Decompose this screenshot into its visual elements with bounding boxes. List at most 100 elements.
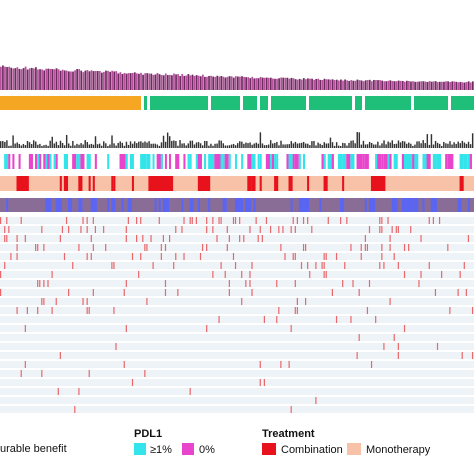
tmb-bar (325, 79, 328, 90)
mutation-mark (228, 280, 230, 287)
tmb-bar (47, 68, 50, 90)
pdl1-cell (183, 154, 186, 169)
tmb-bar (241, 76, 243, 90)
pdl1-cell (393, 154, 398, 169)
mutation-mark (418, 280, 420, 287)
pdl1-cell (208, 154, 213, 169)
count-bar (37, 144, 39, 148)
tmb-bar (453, 81, 456, 90)
tmb-bar (220, 76, 223, 90)
tmb-bar (362, 81, 365, 90)
count-bar (243, 143, 245, 148)
legend-swatch-pdl1-negative (182, 443, 194, 455)
benefit-gap (352, 95, 355, 111)
pdl1-cell (403, 154, 406, 169)
count-bar (391, 140, 394, 148)
mutation-mark (39, 280, 41, 287)
count-bar (32, 140, 35, 148)
count-bar (88, 144, 91, 148)
treatment-cell (247, 176, 252, 191)
count-bar (317, 142, 319, 148)
pdl1-cell (94, 154, 97, 169)
mutation-mark (37, 280, 39, 287)
treatment-cell (111, 176, 114, 191)
count-bar (84, 140, 86, 148)
count-bar (311, 141, 313, 148)
count-bar (410, 143, 412, 148)
benefit-gap (257, 95, 260, 111)
mutation-mark (4, 235, 6, 242)
mutation-mark (389, 235, 391, 242)
mutation-mark (125, 325, 127, 332)
tmb-bar (107, 70, 109, 90)
pdl1-cell (340, 154, 343, 169)
count-bar (453, 142, 455, 148)
tmb-bar (111, 70, 114, 90)
tmb-bar (350, 80, 353, 90)
tmb-bar (377, 80, 379, 90)
pdl1-cell (274, 154, 277, 169)
subtype-cell (305, 198, 310, 212)
count-bar (239, 141, 241, 148)
tmb-bar (49, 68, 52, 90)
mutation-mark (20, 370, 22, 377)
count-bar (51, 136, 53, 148)
pdl1-cell (210, 154, 215, 169)
mutation-mark (449, 307, 451, 314)
pdl1-cell (269, 154, 273, 169)
tmb-bar (76, 69, 78, 90)
mutation-mark (278, 226, 280, 233)
tmb-bar (142, 74, 144, 90)
subtype-cell (457, 198, 462, 212)
mutation-mark (397, 352, 399, 359)
count-bar (321, 145, 323, 148)
mutation-mark (131, 379, 134, 386)
subtype-cell (121, 198, 124, 212)
mutation-mark (309, 271, 311, 278)
pdl1-cell (224, 154, 229, 169)
count-bar (368, 141, 371, 148)
mutation-mark (290, 226, 292, 233)
count-bar (152, 143, 154, 148)
tmb-bar (18, 68, 21, 90)
count-bar (469, 144, 472, 148)
count-bar (255, 142, 257, 148)
count-bar (76, 143, 78, 148)
tmb-bar (389, 80, 392, 90)
tmb-bar (131, 72, 134, 90)
count-bar (269, 140, 272, 148)
matrix-row (0, 217, 474, 224)
mutation-mark (257, 235, 259, 242)
treatment-cell (63, 176, 69, 191)
tmb-bar (105, 70, 107, 90)
mutation-mark (173, 262, 175, 269)
tmb-bar (434, 81, 437, 90)
count-bar (296, 143, 299, 148)
count-bar (82, 144, 84, 148)
treatment-cell (199, 176, 205, 191)
tmb-bar (125, 73, 128, 90)
mutation-mark (127, 217, 129, 224)
count-bar (422, 140, 424, 148)
mutation-mark (278, 307, 280, 314)
count-bar (447, 143, 449, 148)
mutation-mark (160, 244, 162, 251)
tmb-bar (447, 81, 449, 90)
tmb-bar (43, 70, 46, 90)
mutation-mark (352, 280, 354, 287)
pdl1-cell (222, 154, 225, 169)
mutation-mark (220, 217, 222, 224)
pdl1-cell (302, 154, 306, 169)
pdl1-cell (28, 154, 33, 169)
treatment-cell (307, 176, 310, 191)
mutation-mark (251, 289, 253, 296)
mutation-mark (41, 370, 43, 377)
count-bar (105, 143, 107, 148)
tmb-bar (228, 76, 231, 90)
mutation-mark (175, 253, 177, 260)
pdl1-cell (414, 154, 419, 169)
pdl1-cell (189, 154, 192, 169)
count-bar (327, 143, 330, 148)
count-bar (175, 141, 177, 148)
mutation-mark (65, 217, 68, 224)
